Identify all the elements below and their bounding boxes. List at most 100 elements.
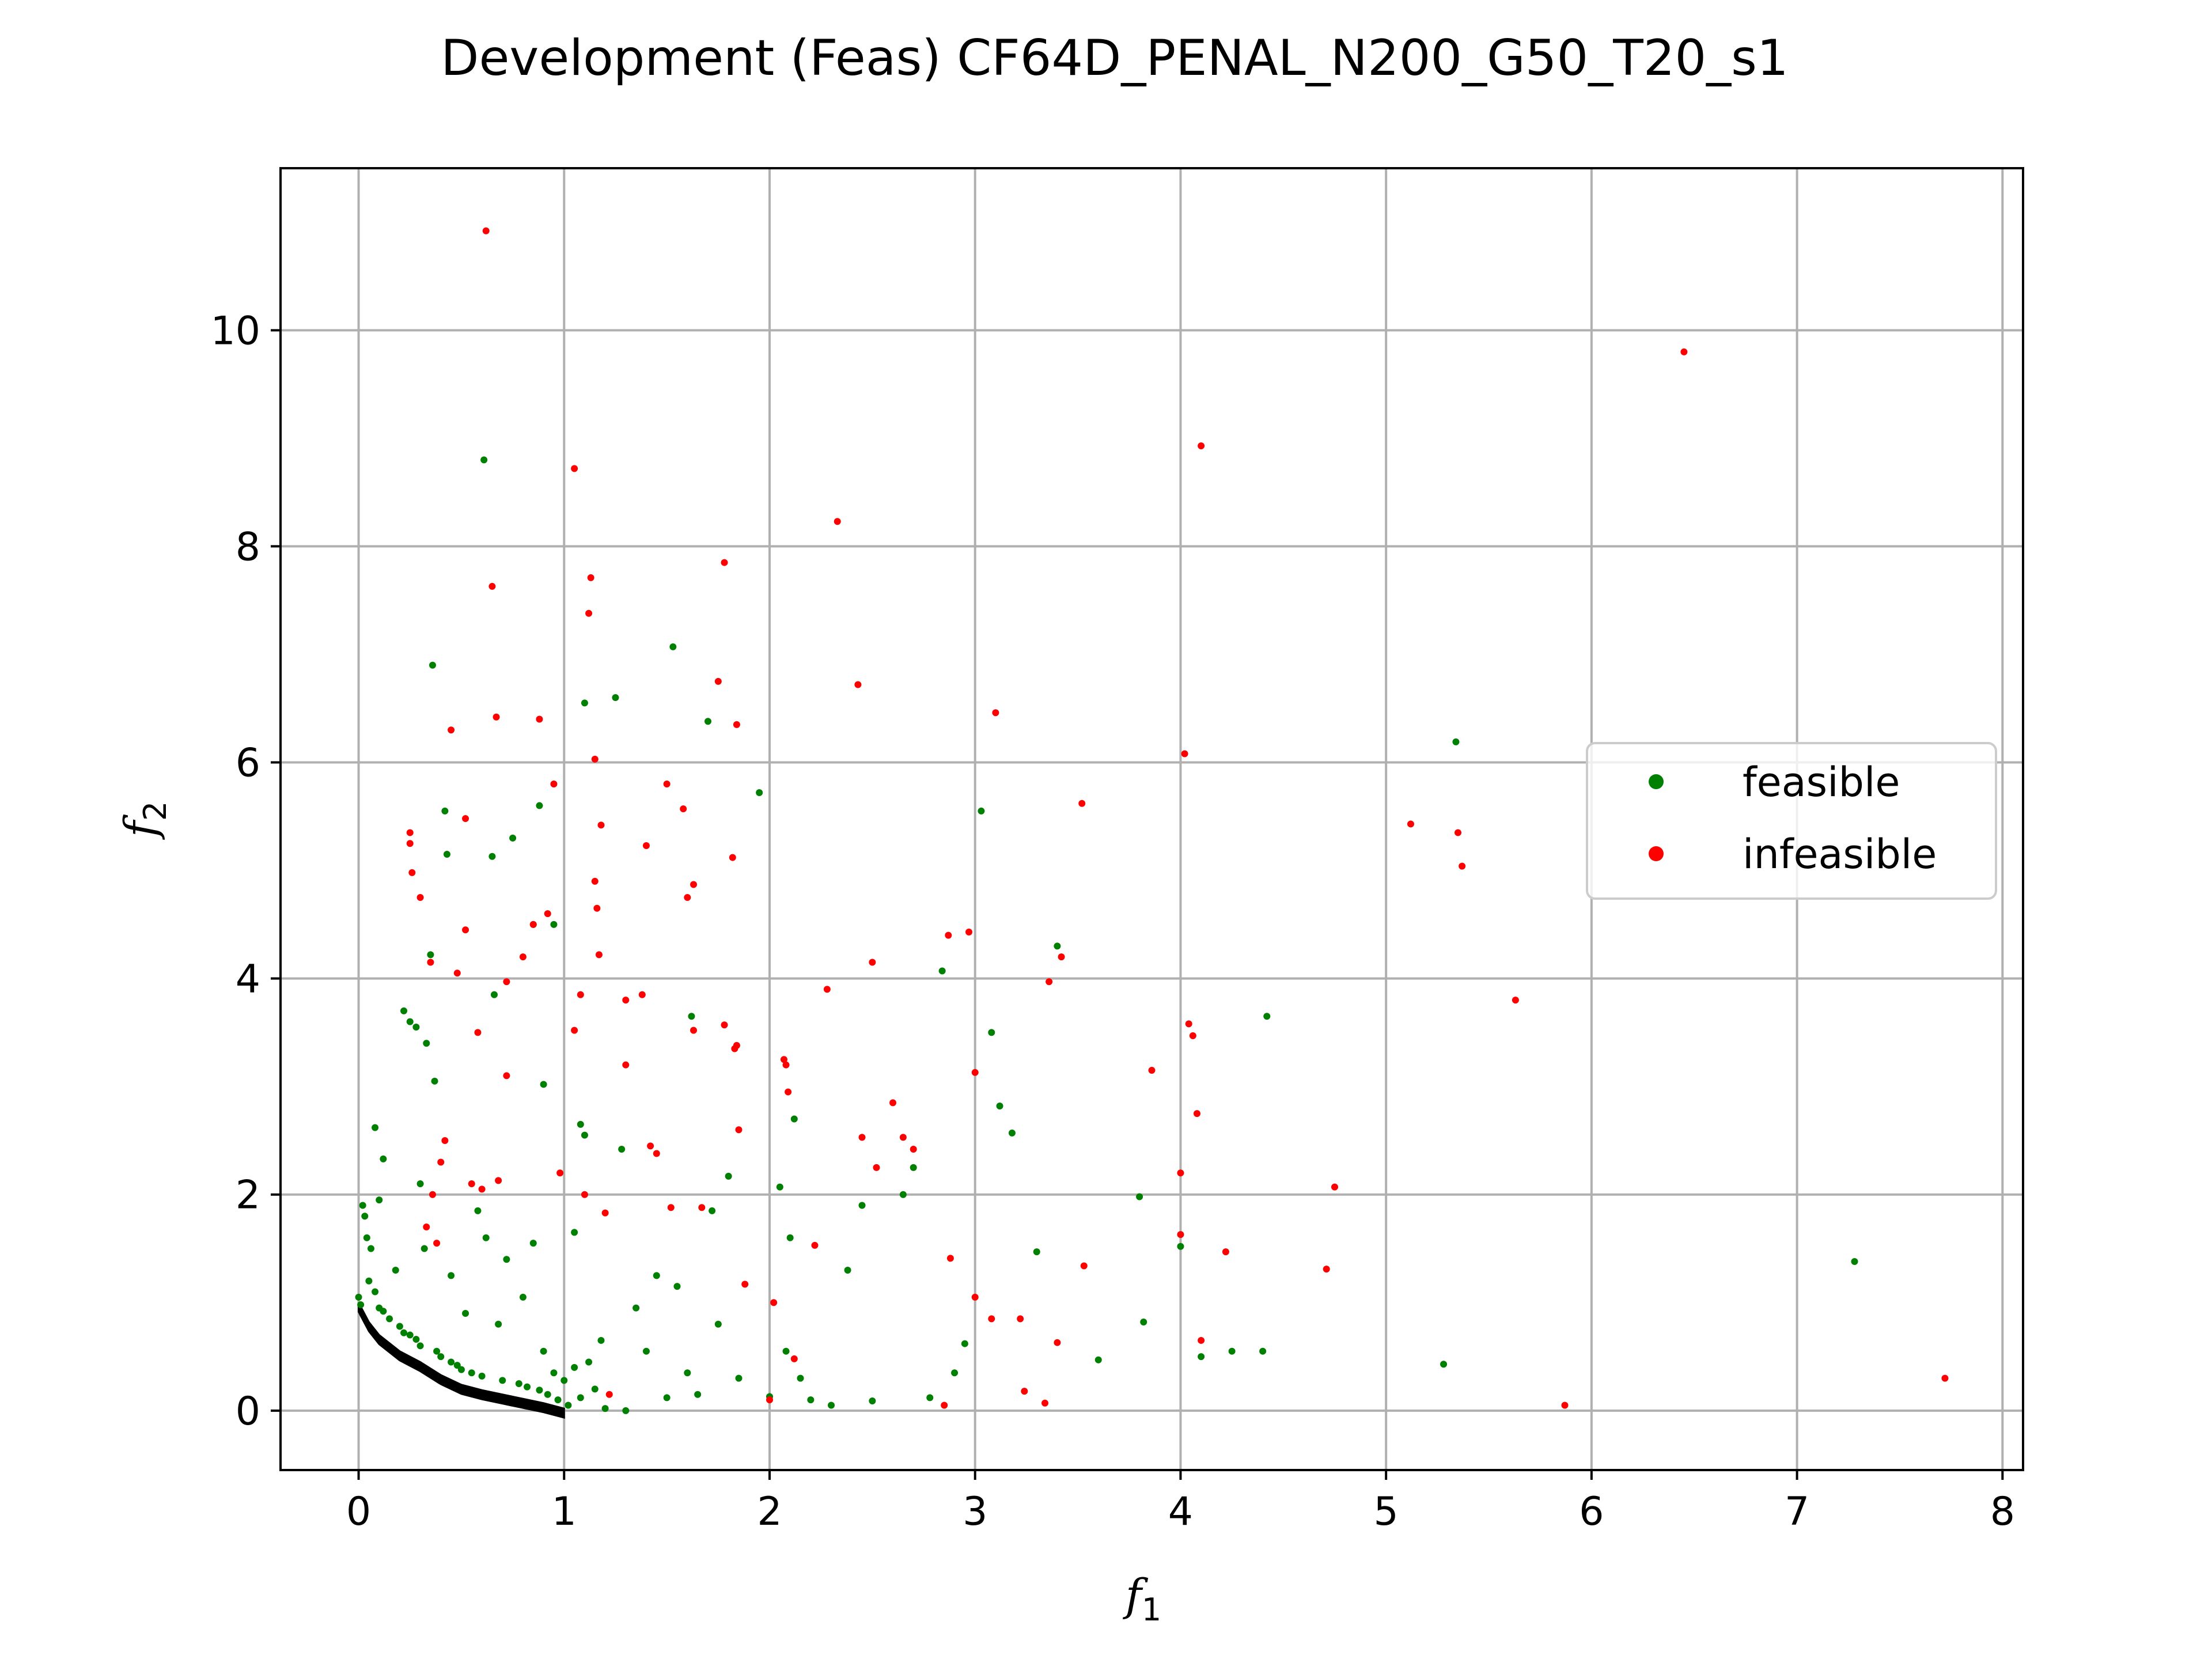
- infeasible-point: [493, 713, 500, 721]
- y-tick-label: 0: [236, 1389, 260, 1434]
- feasible-point: [499, 1377, 506, 1384]
- infeasible-point: [638, 991, 646, 998]
- infeasible-point: [468, 1180, 475, 1187]
- y-tick-label: 6: [236, 741, 260, 786]
- feasible-point: [601, 1405, 609, 1412]
- infeasible-point: [663, 781, 671, 788]
- feasible-point: [536, 802, 543, 809]
- infeasible-point: [1021, 1388, 1028, 1395]
- legend-label-infeasible: infeasible: [1743, 831, 1937, 878]
- feasible-point: [1054, 942, 1061, 950]
- feasible-point: [642, 1347, 650, 1355]
- feasible-point: [669, 643, 677, 650]
- infeasible-point: [647, 1142, 654, 1150]
- feasible-point: [577, 1394, 584, 1402]
- feasible-point: [597, 1336, 605, 1344]
- infeasible-point: [453, 969, 461, 977]
- feasible-point: [550, 921, 558, 928]
- infeasible-point: [1407, 820, 1414, 828]
- infeasible-point: [1185, 1020, 1192, 1028]
- feasible-point: [684, 1369, 691, 1377]
- legend-marker-feasible: [1649, 774, 1664, 789]
- feasible-point: [474, 1207, 482, 1214]
- infeasible-point: [416, 893, 424, 901]
- infeasible-point: [488, 582, 496, 590]
- infeasible-point: [503, 1072, 510, 1080]
- feasible-point: [1177, 1243, 1184, 1250]
- infeasible-point: [482, 227, 490, 234]
- feasible-point: [1094, 1356, 1102, 1363]
- feasible-point: [429, 661, 436, 669]
- feasible-point: [365, 1277, 373, 1285]
- feasible-point: [540, 1081, 547, 1088]
- feasible-point: [663, 1394, 671, 1402]
- infeasible-point: [780, 1056, 787, 1063]
- feasible-point: [951, 1369, 959, 1377]
- feasible-point: [618, 1145, 626, 1153]
- feasible-point: [372, 1124, 379, 1131]
- infeasible-point: [1455, 829, 1462, 836]
- infeasible-point: [595, 951, 603, 959]
- infeasible-point: [946, 1255, 954, 1262]
- feasible-point: [735, 1374, 743, 1382]
- infeasible-point: [1058, 953, 1065, 961]
- feasible-point: [591, 1385, 599, 1393]
- feasible-point: [355, 1293, 362, 1301]
- infeasible-point: [519, 953, 527, 961]
- infeasible-point: [733, 1041, 740, 1049]
- feasible-point: [448, 1358, 455, 1366]
- infeasible-point: [462, 926, 469, 934]
- infeasible-point: [591, 877, 599, 885]
- feasible-point: [926, 1394, 934, 1402]
- infeasible-point: [988, 1315, 995, 1323]
- feasible-point: [431, 1077, 438, 1085]
- infeasible-point: [680, 805, 687, 813]
- feasible-point: [1033, 1248, 1040, 1256]
- infeasible-point: [899, 1134, 907, 1141]
- feasible-point: [380, 1155, 387, 1162]
- infeasible-point: [1189, 1032, 1196, 1040]
- feasible-point: [550, 1369, 558, 1377]
- feasible-point: [673, 1283, 681, 1290]
- feasible-point: [899, 1191, 907, 1198]
- feasible-point: [427, 951, 434, 959]
- infeasible-point: [690, 1027, 698, 1034]
- infeasible-point: [869, 959, 876, 966]
- infeasible-point: [965, 928, 973, 935]
- feasible-point: [988, 1029, 995, 1036]
- infeasible-point: [910, 1145, 917, 1153]
- infeasible-point: [544, 910, 551, 918]
- infeasible-point: [406, 829, 414, 836]
- infeasible-point: [1177, 1231, 1184, 1238]
- infeasible-point: [729, 854, 736, 861]
- infeasible-point: [1331, 1183, 1338, 1191]
- feasible-point: [790, 1115, 798, 1123]
- feasible-point: [858, 1202, 866, 1209]
- feasible-point: [869, 1397, 876, 1404]
- feasible-point: [457, 1366, 465, 1373]
- feasible-point: [392, 1267, 399, 1274]
- infeasible-point: [785, 1088, 792, 1096]
- feasible-point: [1008, 1129, 1016, 1137]
- feasible-point: [585, 1358, 593, 1366]
- infeasible-point: [462, 815, 469, 823]
- feasible-point: [437, 1353, 445, 1361]
- feasible-point: [515, 1380, 522, 1387]
- feasible-point: [1228, 1347, 1236, 1355]
- legend-box: [1586, 742, 1997, 900]
- feasible-point: [406, 1331, 414, 1339]
- infeasible-point: [1941, 1374, 1949, 1382]
- feasible-point: [581, 1131, 588, 1139]
- feasible-point: [565, 1402, 572, 1409]
- infeasible-point: [1323, 1266, 1330, 1273]
- feasible-point: [704, 718, 711, 725]
- infeasible-point: [690, 881, 698, 888]
- infeasible-point: [441, 1137, 449, 1144]
- feasible-point: [363, 1234, 370, 1241]
- infeasible-point: [782, 1061, 790, 1069]
- infeasible-point: [571, 1027, 578, 1034]
- legend-marker-infeasible: [1649, 846, 1664, 861]
- infeasible-point: [770, 1299, 778, 1306]
- infeasible-point: [571, 465, 578, 472]
- infeasible-point: [408, 869, 416, 876]
